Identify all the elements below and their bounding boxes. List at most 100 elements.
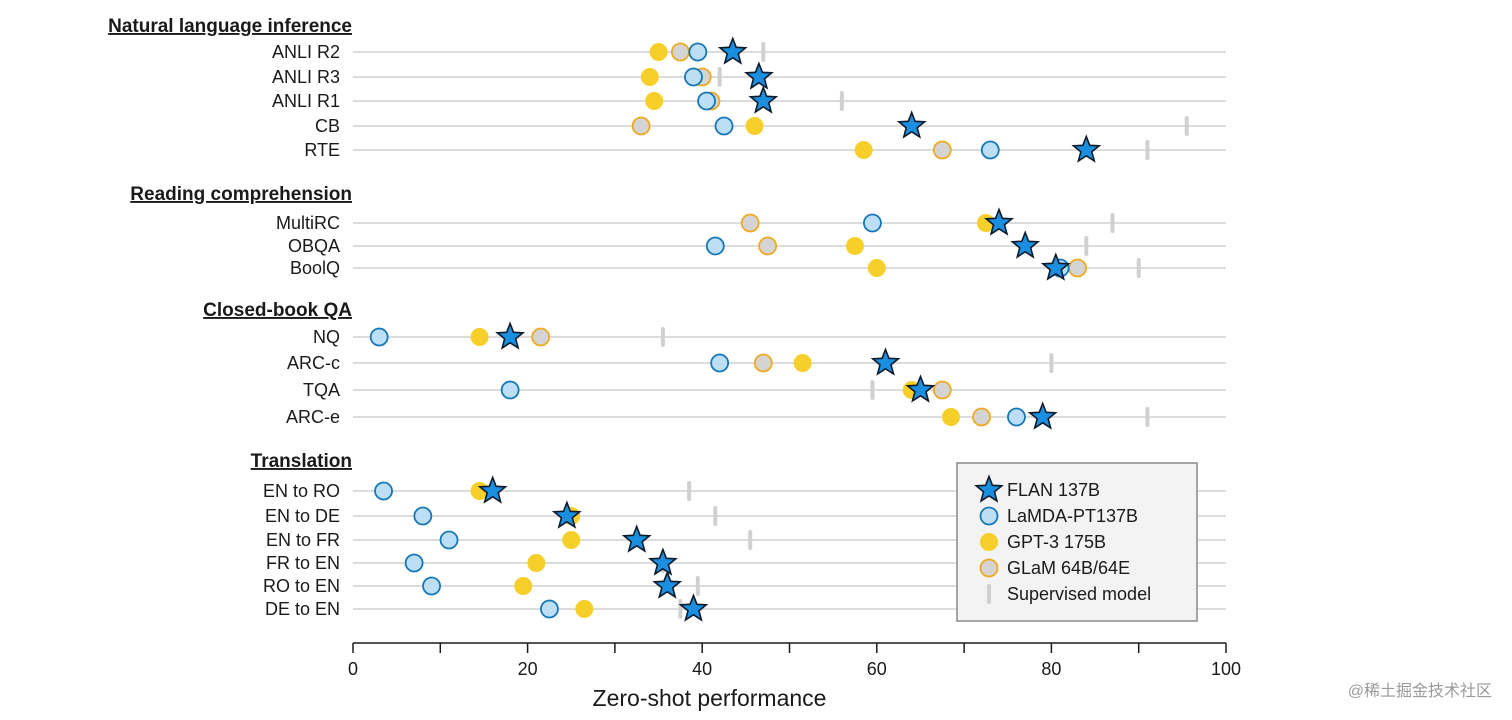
legend-label: FLAN 137B <box>1007 480 1100 500</box>
row-anli-r1: ANLI R1 <box>272 85 1226 114</box>
row-label: DE to EN <box>265 599 340 619</box>
lamda-point <box>500 380 520 400</box>
x-tick-label: 100 <box>1211 659 1241 679</box>
legend-item-glam: GLaM 64B/64E <box>979 558 1130 578</box>
glam-point <box>932 380 952 400</box>
glam-point <box>631 116 651 136</box>
glam-point <box>740 213 760 233</box>
glam-point <box>932 140 952 160</box>
row-label: ARC-c <box>287 353 340 373</box>
glam-point <box>531 327 551 347</box>
lamda-point <box>684 67 703 87</box>
row-anli-r3: ANLI R3 <box>272 61 1226 90</box>
gpt3-point <box>645 92 664 110</box>
x-tick-label: 20 <box>518 659 538 679</box>
row-label: FR to EN <box>266 553 340 573</box>
gpt3-point <box>793 354 812 372</box>
row-label: OBQA <box>288 236 340 256</box>
row-label: RO to EN <box>263 576 340 596</box>
gpt3-point <box>942 408 961 426</box>
glam-point <box>972 407 991 427</box>
legend-label: LaMDA-PT137B <box>1007 506 1138 526</box>
legend: FLAN 137B LaMDA-PT137B GPT-3 175B GLaM 64B/… <box>956 462 1198 622</box>
gpt3-point <box>470 328 489 346</box>
flan-point <box>717 36 748 65</box>
flan-point <box>1027 401 1058 430</box>
x-axis-label: Zero-shot performance <box>593 685 827 711</box>
flan-point <box>896 110 927 139</box>
gpt3-point <box>745 117 764 135</box>
lamda-point <box>404 553 424 573</box>
glam-point <box>753 353 773 373</box>
row-label: EN to DE <box>265 506 340 526</box>
lamda-point <box>714 116 734 136</box>
flan-point <box>648 547 678 576</box>
flan-point <box>652 570 683 599</box>
x-tick-label: 80 <box>1041 659 1061 679</box>
row-nq: NQ <box>313 321 1226 350</box>
flan-point <box>984 207 1015 236</box>
row-tqa: TQA <box>303 374 1226 403</box>
gpt3-point <box>845 237 864 255</box>
row-rte: RTE <box>304 134 1226 163</box>
lamda-point <box>1007 407 1026 427</box>
flan-point <box>1010 230 1041 259</box>
group-closed-book-qa: Closed-book QA NQ ARC-c TQA ARC-e <box>203 300 1226 430</box>
row-anli-r2: ANLI R2 <box>272 36 1226 65</box>
legend-item-lamda: LaMDA-PT137B <box>979 506 1138 526</box>
row-obqa: OBQA <box>288 230 1226 259</box>
gpt3-point <box>980 533 998 551</box>
row-arc-e: ARC-e <box>286 401 1226 430</box>
row-label: BoolQ <box>290 258 340 278</box>
x-axis: 0 20 40 60 80 100 Zero-shot performance <box>348 642 1241 711</box>
lamda-point <box>688 42 708 62</box>
glam-point <box>979 558 999 578</box>
flan-point <box>870 347 901 376</box>
row-label: CB <box>315 116 340 136</box>
gpt3-point <box>649 43 668 61</box>
flan-point <box>1071 134 1102 163</box>
section-title: Natural language inference <box>108 16 352 37</box>
row-label: MultiRC <box>276 213 340 233</box>
lamda-point <box>374 481 393 501</box>
row-label: NQ <box>313 327 340 347</box>
glam-point <box>758 236 778 256</box>
gpt3-point <box>867 259 886 277</box>
x-tick-label: 60 <box>867 659 887 679</box>
flan-point <box>477 475 508 504</box>
lamda-point <box>705 236 725 256</box>
flan-point <box>974 474 1004 503</box>
row-label: ANLI R3 <box>272 67 340 87</box>
legend-label: GPT-3 175B <box>1007 532 1106 552</box>
legend-item-supervised: Supervised model <box>987 584 1151 604</box>
row-label: EN to RO <box>263 481 340 501</box>
row-cb: CB <box>315 110 1226 139</box>
flan-point <box>495 321 526 350</box>
row-label: ANLI R2 <box>272 42 340 62</box>
row-multirc: MultiRC <box>276 207 1226 236</box>
row-label: EN to FR <box>266 530 340 550</box>
lamda-point <box>979 506 999 526</box>
legend-item-gpt3: GPT-3 175B <box>980 532 1106 552</box>
group-natural-language-inference: Natural language inference ANLI R2 ANLI R3… <box>108 16 1226 163</box>
x-tick-label: 40 <box>692 659 712 679</box>
flan-point <box>621 524 652 553</box>
gpt3-point <box>527 554 546 572</box>
lamda-point <box>863 213 882 233</box>
section-title: Closed-book QA <box>203 300 352 321</box>
flan-point <box>748 85 779 114</box>
lamda-point <box>439 530 459 550</box>
flan-point <box>678 593 709 622</box>
legend-label: GLaM 64B/64E <box>1007 558 1130 578</box>
watermark: @稀土掘金技术社区 <box>1348 682 1492 700</box>
glam-point <box>1068 258 1087 278</box>
gpt3-point <box>514 577 533 595</box>
row-label: RTE <box>304 140 340 160</box>
row-boolq: BoolQ <box>290 252 1226 281</box>
row-arc-c: ARC-c <box>287 347 1226 376</box>
lamda-point <box>369 327 389 347</box>
lamda-point <box>710 353 730 373</box>
row-label: ARC-e <box>286 407 340 427</box>
flan-point <box>744 61 774 90</box>
